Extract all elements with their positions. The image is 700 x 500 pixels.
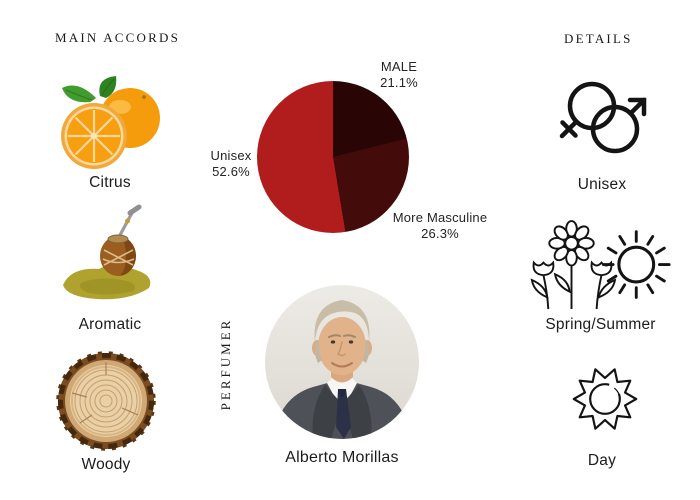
yerba-mate-gourd-icon bbox=[63, 204, 151, 300]
pie-label-more-masculine-name: More Masculine bbox=[392, 210, 488, 225]
orange-fruit-icon bbox=[61, 76, 160, 169]
pie-label-male-pct: 21.1% bbox=[380, 74, 418, 90]
detail-label-unisex: Unisex bbox=[577, 176, 627, 193]
perfumer-vertical-label: PERFUMER bbox=[218, 317, 233, 411]
pie-label-unisex-name: Unisex bbox=[210, 148, 252, 163]
accord-label-citrus: Citrus bbox=[89, 174, 131, 191]
pie-label-male-name: MALE bbox=[380, 59, 418, 74]
accord-label-aromatic: Aromatic bbox=[78, 316, 142, 333]
pie-label-more-masculine: More Masculine 26.3% bbox=[382, 210, 498, 242]
pie-label-unisex-pct: 52.6% bbox=[212, 163, 250, 179]
details-header: DETAILS bbox=[564, 31, 633, 46]
detail-label-spring-summer: Spring/Summer bbox=[545, 316, 656, 333]
wood-log-slice-icon bbox=[56, 351, 156, 451]
pie-label-unisex: Unisex 52.6% bbox=[201, 148, 261, 180]
pie-label-male: MALE 21.1% bbox=[354, 59, 444, 91]
gender-pie-chart bbox=[257, 81, 409, 233]
main-accords-header: MAIN ACCORDS bbox=[55, 30, 181, 45]
unisex-gender-icon bbox=[559, 81, 647, 154]
accord-label-woody: Woody bbox=[81, 456, 131, 473]
pie-label-more-masculine-pct: 26.3% bbox=[421, 225, 459, 241]
perfumer-portrait-photo bbox=[265, 285, 419, 439]
flowers-and-sun-icon bbox=[530, 220, 671, 310]
perfumer-name: Alberto Morillas bbox=[285, 449, 399, 466]
day-sun-icon bbox=[572, 368, 638, 430]
detail-label-day: Day bbox=[587, 452, 617, 469]
